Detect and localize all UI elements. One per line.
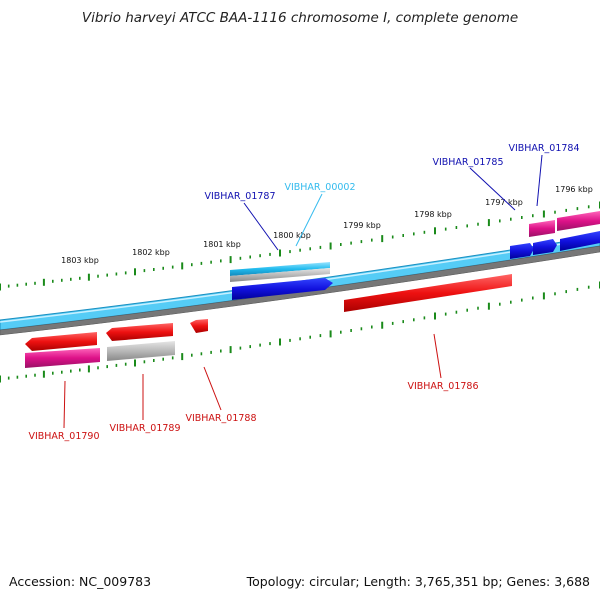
scale-labels: 1803 kbp 1802 kbp 1801 kbp 1800 kbp 1799… xyxy=(61,185,593,265)
gene-vibhar-01784[interactable] xyxy=(533,239,557,255)
gene-vibhar-01785[interactable] xyxy=(510,243,534,259)
gene-label-vibhar-01788[interactable]: VIBHAR_01788 xyxy=(185,413,256,424)
callout-line-vibhar-01786 xyxy=(433,333,442,379)
rna-feature-magenta-right-2[interactable] xyxy=(557,211,600,231)
gene-label-vibhar-01784[interactable]: VIBHAR_01784 xyxy=(508,143,579,154)
callout-line-vibhar-01790 xyxy=(63,380,66,429)
scale-label: 1803 kbp xyxy=(61,256,99,265)
gene-vibhar-01789[interactable] xyxy=(106,323,173,341)
gene-labels: VIBHAR_01784 VIBHAR_01785 VIBHAR_01787 V… xyxy=(28,143,579,442)
gene-vibhar-01790-magenta[interactable] xyxy=(25,348,100,368)
scale-label: 1797 kbp xyxy=(485,198,523,207)
gene-vibhar-01787[interactable] xyxy=(232,278,333,300)
gene-vibhar-01788[interactable] xyxy=(190,319,208,333)
callout-line-vibhar-01784 xyxy=(536,154,543,207)
gene-forward-blue-right[interactable] xyxy=(560,231,600,251)
genome-summary-text: Topology: circular; Length: 3,765,351 bp… xyxy=(246,574,590,589)
reverse-features xyxy=(25,274,512,368)
scale-label: 1798 kbp xyxy=(414,210,452,219)
scale-label: 1801 kbp xyxy=(203,240,241,249)
callout-lines xyxy=(63,154,543,429)
rna-feature-magenta-right-1[interactable] xyxy=(529,220,555,237)
callout-line-vibhar-01785 xyxy=(469,167,516,211)
callout-line-vibhar-00002 xyxy=(295,193,323,247)
scale-label: 1796 kbp xyxy=(555,185,593,194)
gene-vibhar-01790[interactable] xyxy=(25,332,97,351)
scale-label: 1802 kbp xyxy=(132,248,170,257)
backbone-gray-track xyxy=(0,245,600,336)
gene-vibhar-00002-cyan[interactable] xyxy=(230,262,330,276)
gene-label-vibhar-01787[interactable]: VIBHAR_01787 xyxy=(204,191,275,202)
tick-tracks xyxy=(0,201,600,383)
accession-text: Accession: NC_009783 xyxy=(9,574,151,589)
forward-features xyxy=(230,211,600,300)
gene-vibhar-01789-gray[interactable] xyxy=(107,341,175,361)
callout-line-vibhar-01788 xyxy=(203,366,222,411)
scale-label: 1800 kbp xyxy=(273,231,311,240)
gene-label-vibhar-01785[interactable]: VIBHAR_01785 xyxy=(432,157,503,168)
gene-label-vibhar-00002[interactable]: VIBHAR_00002 xyxy=(284,182,355,193)
gene-label-vibhar-01790[interactable]: VIBHAR_01790 xyxy=(28,431,99,442)
gene-vibhar-01786[interactable] xyxy=(344,274,512,312)
gene-label-vibhar-01786[interactable]: VIBHAR_01786 xyxy=(407,381,478,392)
gene-vibhar-00002-gray[interactable] xyxy=(230,268,330,282)
gene-label-vibhar-01789[interactable]: VIBHAR_01789 xyxy=(109,423,180,434)
scale-label: 1799 kbp xyxy=(343,221,381,230)
callout-line-vibhar-01787 xyxy=(243,202,279,251)
map-title: Vibrio harveyi ATCC BAA-1116 chromosome … xyxy=(82,10,518,26)
